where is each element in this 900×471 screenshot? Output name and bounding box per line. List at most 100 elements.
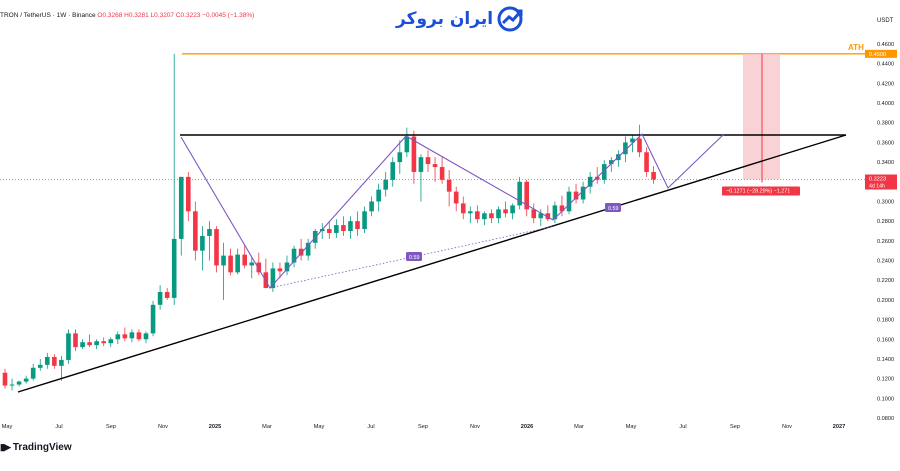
- ohlc-values: O0.3268 H0.3281 L0.3207 C0.3223 −0.0045 …: [97, 12, 255, 19]
- candle-body: [446, 179, 452, 192]
- y-tick-label: 0.1200: [877, 377, 894, 383]
- candle-body: [291, 248, 297, 263]
- candle-body: [460, 203, 466, 214]
- y-tick-label: 0.4200: [877, 81, 894, 87]
- candle-body: [87, 342, 92, 346]
- candle-body: [16, 381, 22, 385]
- candle-body: [249, 262, 255, 266]
- candle-body: [496, 209, 501, 219]
- candle-body: [397, 152, 403, 163]
- candle-body: [115, 334, 121, 340]
- x-tick-label: Sep: [106, 424, 116, 430]
- candle-body: [23, 378, 29, 382]
- ascending-trendline: [17, 134, 847, 393]
- ath-label: ATH: [848, 43, 864, 52]
- last-price-tag: [865, 174, 897, 190]
- candle-body: [630, 138, 635, 143]
- x-tick-label: Jul: [367, 424, 374, 430]
- candle-body: [383, 179, 388, 190]
- x-tick-label: 2027: [833, 424, 845, 430]
- candle-body: [566, 191, 572, 212]
- candle-body: [468, 211, 473, 214]
- candle-body: [178, 176, 184, 239]
- candle-body: [623, 142, 628, 155]
- candle-body: [45, 356, 50, 365]
- candle-body: [362, 211, 367, 230]
- candle-body: [193, 211, 198, 251]
- x-tick-label: Sep: [418, 424, 428, 430]
- candle-body: [334, 225, 339, 233]
- candle-body: [644, 152, 649, 172]
- tradingview-logo[interactable]: ▮▶ TradingView: [0, 442, 72, 453]
- y-tick-label: 0.2600: [877, 239, 894, 245]
- x-tick-label: 2026: [521, 424, 533, 430]
- candle-body: [545, 213, 551, 220]
- candle-body: [228, 255, 233, 273]
- x-tick-label: Nov: [782, 424, 792, 430]
- y-tick-label: 0.2400: [877, 259, 894, 265]
- measure-box: [722, 186, 800, 196]
- x-tick-label: Jul: [679, 424, 686, 430]
- candle-body: [200, 235, 205, 251]
- y-tick-label: 0.4400: [877, 62, 894, 68]
- candle-body: [37, 364, 43, 368]
- candle-body: [136, 332, 142, 340]
- candle-body: [207, 229, 212, 236]
- y-tick-label: 0.1000: [877, 396, 894, 402]
- y-tick-label: 0.4000: [877, 101, 894, 107]
- candle-body: [573, 191, 579, 200]
- x-tick-label: Mar: [262, 424, 272, 430]
- pattern-badge-label: 0.59: [409, 255, 420, 261]
- candle-body: [2, 372, 8, 386]
- candle-body: [510, 205, 515, 214]
- candle-body: [171, 238, 177, 298]
- candle-body: [186, 176, 191, 212]
- candle-body: [157, 292, 163, 305]
- candle-body: [651, 171, 656, 180]
- candle-body: [150, 304, 156, 334]
- candle-body: [270, 268, 276, 289]
- candle-body: [489, 213, 494, 219]
- candle-body: [221, 255, 226, 266]
- x-tick-label: Mar: [574, 424, 584, 430]
- x-tick-label: Jul: [55, 424, 62, 430]
- y-tick-label: 0.4600: [877, 42, 894, 48]
- trend-arrow-icon: [497, 6, 523, 32]
- candle-body: [348, 221, 353, 231]
- candle-body: [376, 189, 381, 202]
- candle-body: [164, 292, 170, 298]
- pattern-zigzag: [180, 133, 725, 289]
- currency-label: USDT: [877, 18, 894, 24]
- candle-body: [453, 191, 459, 204]
- candle-body: [594, 176, 600, 180]
- candle-body: [531, 209, 537, 219]
- tradingview-label: TradingView: [12, 442, 72, 453]
- candle-body: [73, 333, 78, 348]
- candle-body: [284, 262, 290, 272]
- candle-body: [256, 262, 262, 273]
- y-tick-label: 0.1800: [877, 318, 894, 324]
- x-tick-label: May: [626, 424, 637, 430]
- candle-body: [129, 332, 135, 339]
- candle-body: [235, 254, 240, 273]
- candle-body: [503, 209, 508, 214]
- candle-body: [30, 367, 36, 379]
- y-tick-label: 0.3400: [877, 160, 894, 166]
- candle-body: [355, 221, 360, 230]
- candle-body: [66, 333, 71, 360]
- candle-body: [404, 136, 410, 153]
- brand-logo: ایران بروکر: [396, 6, 527, 32]
- candle-body: [609, 160, 614, 165]
- candle-body: [538, 213, 544, 219]
- candle-body: [305, 242, 311, 256]
- candle-body: [475, 211, 480, 220]
- candle-body: [59, 359, 64, 366]
- candle-body: [369, 201, 374, 212]
- candle-body: [425, 157, 431, 165]
- y-tick-label: 0.2200: [877, 278, 894, 284]
- candle-body: [432, 164, 438, 168]
- y-tick-label: 0.3600: [877, 140, 894, 146]
- symbol-header: TRON / TetherUS · 1W · Binance O0.3268 H…: [0, 12, 254, 19]
- last-price-countdown: 4d 14h: [869, 184, 885, 190]
